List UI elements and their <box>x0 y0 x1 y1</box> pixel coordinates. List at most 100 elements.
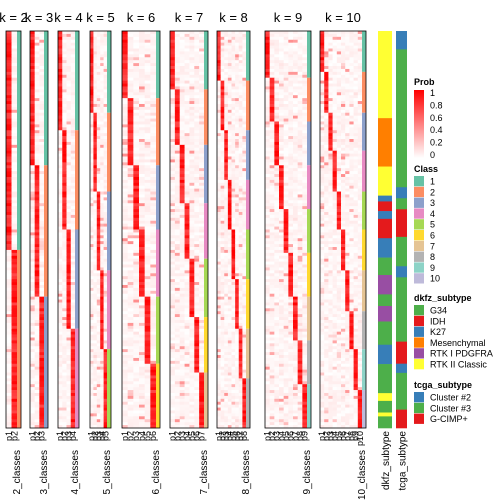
prob-cell <box>174 136 181 140</box>
prob-cell <box>231 352 236 356</box>
prob-cell <box>217 249 221 254</box>
prob-cell <box>220 51 225 55</box>
prob-cell <box>220 328 225 332</box>
prob-cell <box>227 279 232 283</box>
prob-cell <box>6 51 12 55</box>
prob-cell <box>184 369 190 373</box>
prob-cell <box>39 118 45 122</box>
prob-cell <box>11 211 18 216</box>
prob-cell <box>90 60 94 64</box>
prob-cell <box>189 139 195 143</box>
prob-cell <box>11 83 18 87</box>
prob-cell <box>103 270 108 274</box>
prob-cell <box>179 92 185 96</box>
prob-cell <box>70 302 76 306</box>
prob-cell <box>93 130 98 134</box>
prob-cell <box>93 121 98 125</box>
prob-cell <box>96 98 101 102</box>
prob-cell <box>150 31 157 35</box>
prob-cell <box>34 165 40 169</box>
prob-cell <box>30 45 35 49</box>
prob-cell <box>103 404 108 408</box>
prob-cell <box>217 36 221 41</box>
prob-cell <box>184 39 190 43</box>
prob-cell <box>39 337 45 341</box>
prob-cell <box>170 282 176 286</box>
prob-cell <box>150 136 157 140</box>
prob-cell <box>217 311 221 315</box>
prob-cell <box>220 112 225 116</box>
prob-cell <box>224 337 229 341</box>
prob-cell <box>189 54 195 58</box>
prob-cell <box>179 241 185 245</box>
prob-cell <box>70 174 76 178</box>
prob-cell <box>6 319 12 324</box>
prob-cell <box>174 238 181 242</box>
prob-cell <box>127 375 134 379</box>
prob-cell <box>150 232 157 236</box>
class-strip-segment <box>17 249 21 428</box>
prob-cell <box>70 139 76 143</box>
prob-cell <box>144 115 151 119</box>
prob-cell <box>139 101 145 105</box>
prob-cell <box>103 179 108 184</box>
prob-cell <box>70 416 76 420</box>
prob-cell <box>194 267 200 271</box>
prob-cell <box>103 182 108 187</box>
prob-cell <box>70 101 76 105</box>
prob-cell <box>150 115 157 119</box>
prob-cell <box>6 141 12 146</box>
prob-cell <box>224 264 229 268</box>
prob-cell <box>96 54 101 58</box>
prob-cell <box>242 360 247 365</box>
prob-cell <box>133 241 140 245</box>
prob-cell <box>170 369 176 373</box>
prob-cell <box>184 68 190 73</box>
prob-cell <box>144 83 151 87</box>
prob-cell <box>93 334 98 338</box>
prob-cell <box>189 276 195 280</box>
prob-cell <box>150 319 157 324</box>
prob-cell <box>11 381 18 385</box>
prob-cell <box>93 71 98 76</box>
prob-cell <box>224 71 229 76</box>
prob-cell <box>39 74 45 79</box>
prob-cell <box>133 296 140 300</box>
prob-cell <box>274 51 280 55</box>
prob-cell <box>238 229 243 233</box>
prob-cell <box>90 121 94 125</box>
prob-cell <box>235 302 240 306</box>
prob-cell <box>90 118 94 122</box>
prob-cell <box>217 349 221 353</box>
prob-cell <box>70 322 76 327</box>
prob-cell <box>189 133 195 137</box>
prob-cell <box>194 112 200 116</box>
prob-cell <box>231 162 236 166</box>
prob-cell <box>217 363 221 367</box>
prob-cell <box>34 352 40 356</box>
prob-cell <box>103 74 108 79</box>
prob-cell <box>194 311 200 315</box>
prob-cell <box>11 144 18 149</box>
prob-cell <box>224 255 229 259</box>
prob-cell <box>170 398 176 403</box>
prob-cell <box>144 352 151 356</box>
prob-cell <box>238 191 243 195</box>
prob-cell <box>122 270 128 274</box>
prob-cell <box>235 378 240 382</box>
prob-cell <box>66 77 72 81</box>
prob-cell <box>93 133 98 137</box>
prob-cell <box>220 42 225 46</box>
prob-cell <box>242 86 247 90</box>
prob-cell <box>227 261 232 265</box>
panel-caption: 4_classes <box>70 450 81 494</box>
prob-cell <box>150 36 157 41</box>
prob-cell <box>150 413 157 417</box>
prob-cell <box>174 395 181 400</box>
prob-cell <box>242 74 247 79</box>
prob-cell <box>93 369 98 373</box>
prob-cell <box>70 223 76 227</box>
prob-cell <box>90 226 94 230</box>
prob-cell <box>6 31 12 35</box>
prob-cell <box>199 63 205 67</box>
